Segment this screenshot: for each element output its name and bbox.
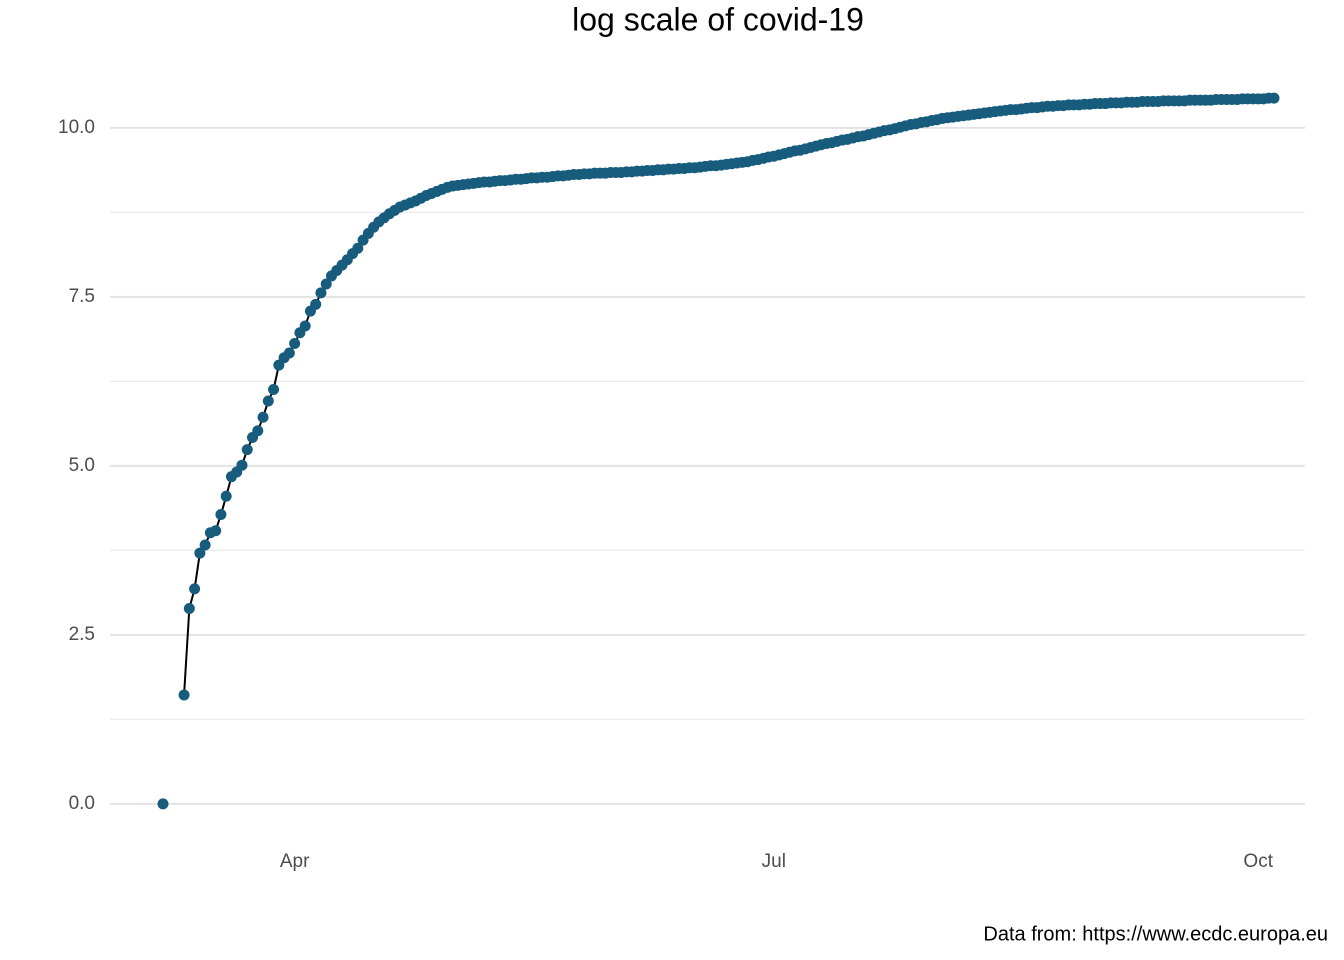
y-tick-label: 5.0: [69, 455, 95, 476]
x-tick-label: Oct: [1243, 851, 1273, 872]
point: [283, 347, 295, 359]
y-tick-label: 0.0: [69, 793, 95, 814]
point: [157, 798, 169, 810]
point: [1268, 92, 1280, 104]
y-tick-label: 10.0: [58, 117, 95, 138]
point: [268, 383, 280, 395]
point: [215, 509, 227, 521]
point: [257, 411, 269, 423]
point: [262, 395, 274, 407]
point: [220, 490, 232, 502]
x-tick-label: Jul: [762, 851, 786, 872]
point: [178, 689, 190, 701]
y-tick-label: 2.5: [69, 624, 95, 645]
point: [299, 320, 311, 332]
point: [315, 287, 327, 299]
point: [352, 242, 364, 254]
x-tick-label: Apr: [280, 851, 310, 872]
line: [183, 97, 1274, 696]
y-tick-label: 7.5: [69, 286, 95, 307]
point: [210, 525, 222, 537]
point: [199, 539, 211, 551]
chart-title: log scale of covid-19: [572, 1, 864, 37]
point: [236, 459, 248, 471]
point: [189, 583, 201, 595]
point: [320, 278, 332, 290]
point: [194, 547, 206, 559]
point: [310, 298, 322, 310]
point: [183, 602, 195, 614]
point: [252, 425, 264, 437]
point: [289, 338, 301, 350]
point: [241, 444, 253, 456]
caption: Data from: https://www.ecdc.europa.eu: [983, 923, 1328, 945]
